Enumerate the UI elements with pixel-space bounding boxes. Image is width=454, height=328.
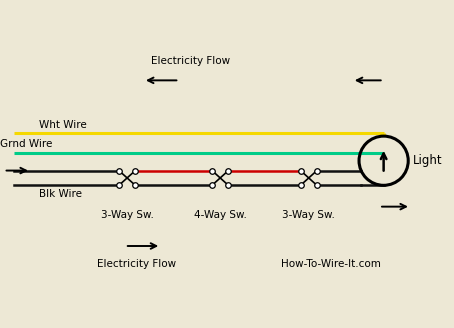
Text: Grnd Wire: Grnd Wire bbox=[0, 139, 52, 149]
Text: Electricity Flow: Electricity Flow bbox=[151, 56, 230, 66]
Text: Electricity Flow: Electricity Flow bbox=[97, 259, 176, 269]
Text: Light: Light bbox=[413, 154, 442, 167]
Text: Blk Wire: Blk Wire bbox=[39, 189, 82, 198]
Text: 3-Way Sw.: 3-Way Sw. bbox=[101, 210, 153, 220]
Text: 3-Way Sw.: 3-Way Sw. bbox=[282, 210, 335, 220]
Text: 4-Way Sw.: 4-Way Sw. bbox=[194, 210, 247, 220]
Text: How-To-Wire-It.com: How-To-Wire-It.com bbox=[281, 259, 381, 269]
Text: Wht Wire: Wht Wire bbox=[39, 120, 86, 130]
